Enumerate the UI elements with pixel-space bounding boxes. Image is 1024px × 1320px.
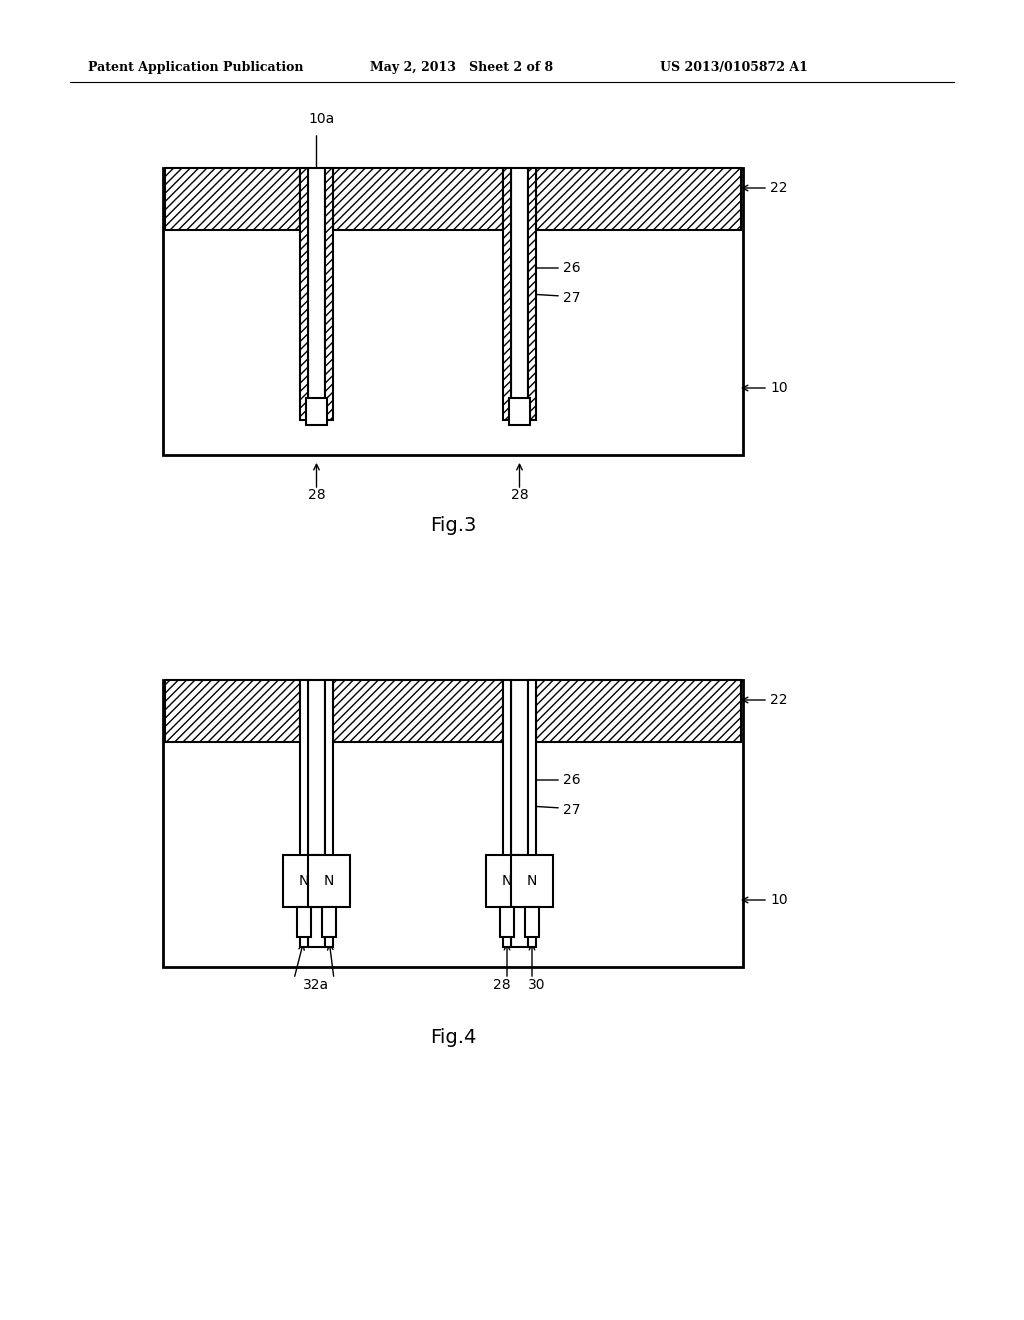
Bar: [325, 168, 333, 420]
Bar: [308, 168, 325, 420]
Bar: [528, 680, 536, 946]
Bar: [525, 907, 539, 937]
Bar: [163, 168, 743, 455]
Text: Patent Application Publication: Patent Application Publication: [88, 62, 303, 74]
Text: 10: 10: [770, 381, 787, 395]
Bar: [165, 680, 300, 742]
Text: Fig.4: Fig.4: [430, 1028, 476, 1047]
Text: N: N: [324, 874, 334, 888]
Bar: [322, 907, 336, 937]
Bar: [308, 680, 325, 946]
Bar: [528, 168, 536, 420]
Bar: [511, 168, 528, 420]
Bar: [300, 680, 308, 946]
Text: May 2, 2013   Sheet 2 of 8: May 2, 2013 Sheet 2 of 8: [370, 62, 553, 74]
Text: 22: 22: [770, 181, 787, 195]
Bar: [503, 168, 511, 420]
Bar: [165, 168, 300, 230]
Bar: [509, 399, 530, 425]
Text: 27: 27: [563, 803, 581, 817]
Bar: [283, 855, 325, 907]
Bar: [297, 907, 311, 937]
Text: 30: 30: [528, 978, 546, 993]
Bar: [503, 680, 511, 946]
Bar: [536, 680, 741, 742]
Bar: [306, 399, 327, 425]
Bar: [500, 907, 514, 937]
Bar: [308, 855, 350, 907]
Text: N: N: [526, 874, 538, 888]
Text: 32a: 32a: [303, 978, 330, 993]
Text: 10: 10: [770, 894, 787, 907]
Text: US 2013/0105872 A1: US 2013/0105872 A1: [660, 62, 808, 74]
Text: 26: 26: [563, 261, 581, 275]
Bar: [486, 855, 528, 907]
Bar: [333, 168, 503, 230]
Bar: [163, 680, 743, 968]
Text: 27: 27: [563, 290, 581, 305]
Text: N: N: [502, 874, 512, 888]
Text: 28: 28: [307, 488, 326, 502]
Bar: [511, 680, 528, 946]
Text: Fig.3: Fig.3: [430, 516, 476, 535]
Text: 28: 28: [511, 488, 528, 502]
Bar: [333, 680, 503, 742]
Bar: [325, 680, 333, 946]
Bar: [536, 168, 741, 230]
Bar: [300, 168, 308, 420]
Bar: [511, 855, 553, 907]
Text: 26: 26: [563, 774, 581, 787]
Text: 10a: 10a: [308, 112, 335, 125]
Text: 28: 28: [494, 978, 511, 993]
Text: N: N: [299, 874, 309, 888]
Text: 22: 22: [770, 693, 787, 708]
